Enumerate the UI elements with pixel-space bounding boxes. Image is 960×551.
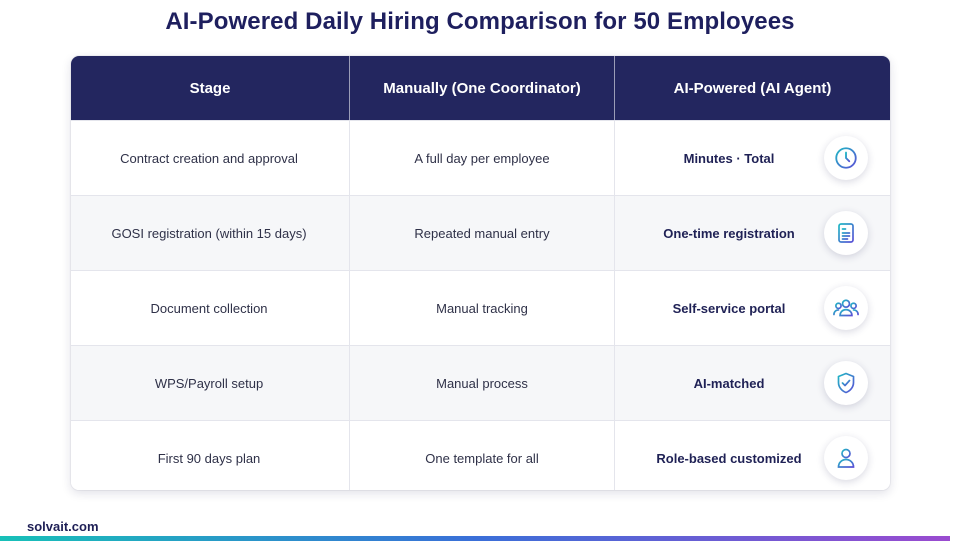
- table-row: WPS/Payroll setup Manual process AI-matc…: [71, 345, 890, 420]
- ai-cell: AI-matched: [614, 346, 890, 420]
- shield-check-icon: [824, 361, 868, 405]
- page-title: AI-Powered Daily Hiring Comparison for 5…: [165, 8, 795, 35]
- comparison-table: Stage Manually (One Coordinator) AI-Powe…: [71, 56, 890, 490]
- table-header: Stage Manually (One Coordinator) AI-Powe…: [71, 56, 890, 120]
- stage-cell: Document collection: [150, 300, 268, 316]
- ai-cell: One-time registration: [614, 196, 890, 270]
- clock-icon: [824, 136, 868, 180]
- header-stage: Stage: [189, 79, 231, 97]
- ai-cell: Minutes · Total: [614, 121, 890, 195]
- ai-cell-text: Self-service portal: [672, 300, 786, 316]
- ai-cell-text: Minutes · Total: [683, 150, 775, 166]
- table-row: Document collection Manual tracking Self…: [71, 270, 890, 345]
- ai-cell: Self-service portal: [614, 271, 890, 345]
- manual-cell: Manual tracking: [349, 271, 614, 345]
- stage-cell: First 90 days plan: [157, 450, 261, 466]
- user-icon: [824, 436, 868, 480]
- stage-cell: GOSI registration (within 15 days): [111, 225, 307, 241]
- ai-cell-text: One-time registration: [663, 225, 795, 241]
- ai-cell-text: AI-matched: [693, 375, 765, 391]
- table-row: GOSI registration (within 15 days) Repea…: [71, 195, 890, 270]
- table-row: First 90 days plan One template for all …: [71, 420, 890, 490]
- footer-gradient-bar: [0, 536, 950, 541]
- ai-cell: Role-based customized: [614, 421, 890, 490]
- manual-cell: One template for all: [349, 421, 614, 490]
- stage-cell: Contract creation and approval: [120, 150, 298, 166]
- stage-cell: WPS/Payroll setup: [154, 375, 264, 391]
- ai-cell-text: Role-based customized: [656, 450, 802, 466]
- manual-cell: Manual process: [349, 346, 614, 420]
- header-ai: AI-Powered (AI Agent): [614, 56, 890, 120]
- footer-brand: solvait.com: [27, 519, 99, 534]
- table-row: Contract creation and approval A full da…: [71, 120, 890, 195]
- header-manual: Manually (One Coordinator): [349, 56, 614, 120]
- users-icon: [824, 286, 868, 330]
- document-icon: [824, 211, 868, 255]
- manual-cell: A full day per employee: [349, 121, 614, 195]
- manual-cell: Repeated manual entry: [349, 196, 614, 270]
